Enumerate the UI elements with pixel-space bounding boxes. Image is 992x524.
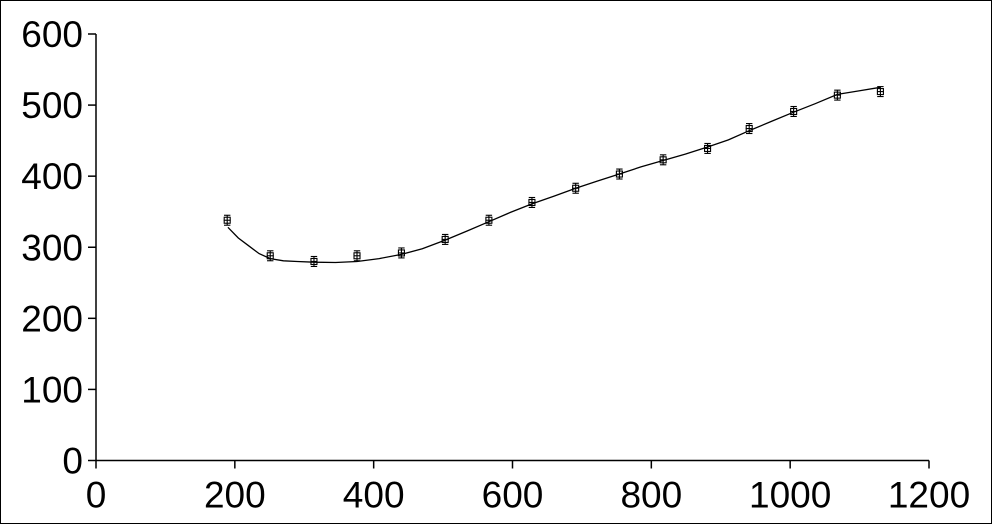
data-point [876,86,884,98]
data-point [441,233,449,245]
data-point [528,196,536,208]
data-point [745,123,753,135]
data-point [485,214,493,226]
x-tick-label: 200 [204,475,266,516]
square-marker [485,216,493,224]
data-point [353,250,361,262]
data-point [266,250,274,262]
square-marker [353,252,361,260]
fit-curve [227,86,881,264]
data-point [704,142,712,154]
data-point [397,247,405,259]
y-tick-label: 400 [21,156,83,197]
x-tick-label: 800 [620,475,682,516]
x-tick-label: 400 [343,475,405,516]
square-marker [790,107,798,116]
y-tick-label: 500 [21,85,83,126]
square-marker [223,216,231,224]
x-tick-label: 600 [482,475,544,516]
x-tick-label: 0 [86,475,107,516]
square-marker [745,124,753,133]
square-marker [528,198,536,207]
data-point [615,168,623,180]
data-point [310,255,318,267]
data-point [572,182,580,194]
square-marker [659,156,667,164]
y-tick-label: 600 [21,14,83,55]
square-marker [310,257,318,266]
data-point [833,89,841,101]
x-tick-label: 1000 [749,475,831,516]
data-point [790,105,798,118]
x-tick-label: 1200 [888,475,970,516]
square-marker [704,144,712,152]
square-marker [615,170,623,178]
y-tick-label: 100 [21,369,83,410]
square-marker [397,249,405,257]
data-point [223,214,231,226]
y-tick-label: 200 [21,298,83,339]
y-tick-label: 0 [62,441,83,482]
square-marker [876,88,884,96]
square-marker [572,184,580,192]
square-marker [266,252,274,260]
y-tick-label: 300 [21,227,83,268]
data-point [659,154,667,166]
square-marker [833,91,841,99]
square-marker [441,235,449,243]
